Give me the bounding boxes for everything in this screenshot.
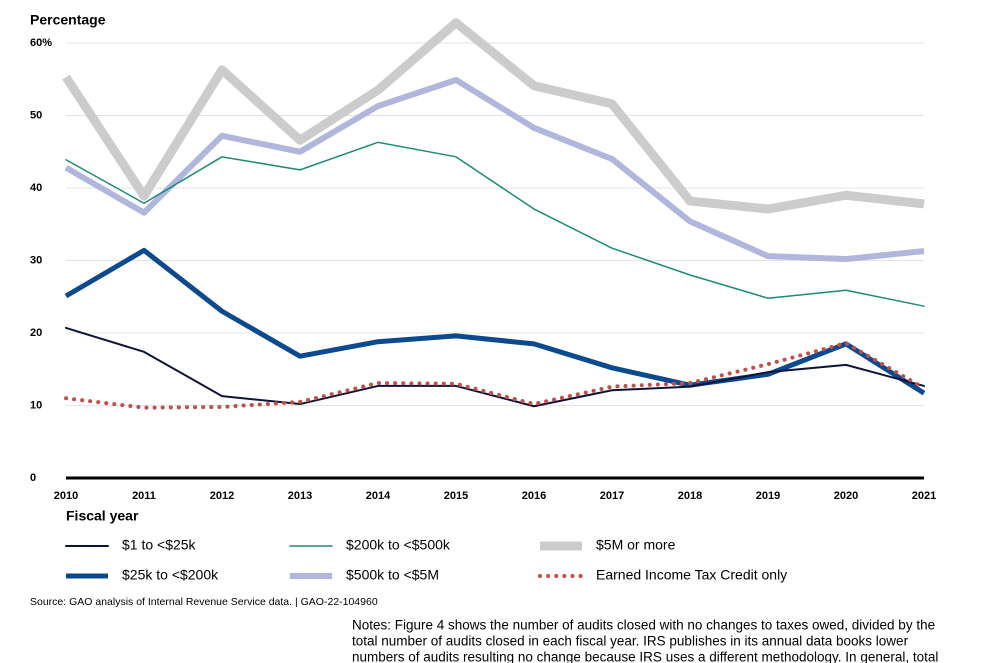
legend-label: $200k to <$500k (346, 537, 451, 553)
y-tick-label: 0 (30, 472, 36, 484)
x-tick-label: 2012 (210, 490, 234, 502)
series-line (65, 141, 925, 307)
legend-label: $5M or more (596, 537, 676, 553)
notes-line: numbers of audits resulting no change be… (352, 650, 938, 663)
y-tick-label: 30 (30, 254, 42, 266)
y-tick-label: 10 (30, 399, 42, 411)
y-axis-label: Percentage (30, 12, 106, 28)
notes-line: Notes: Figure 4 shows the number of audi… (352, 618, 935, 633)
x-tick-label: 2016 (522, 490, 546, 502)
x-tick-label: 2018 (678, 490, 702, 502)
y-tick-label: 20 (30, 327, 42, 339)
x-tick-label: 2013 (288, 490, 312, 502)
x-tick-label: 2015 (444, 490, 468, 502)
x-tick-label: 2020 (834, 490, 858, 502)
y-tick-label: 40 (30, 182, 42, 194)
x-tick-label: 2011 (132, 490, 156, 502)
x-tick-label: 2010 (54, 490, 78, 502)
series-line (64, 76, 925, 263)
notes-line: total number of audits closed in each fi… (352, 634, 909, 649)
y-tick-label: 60% (30, 37, 52, 49)
series-line (64, 341, 926, 410)
y-tick-label: 50 (30, 109, 42, 121)
series-line (65, 326, 925, 408)
x-axis-label: Fiscal year (66, 508, 139, 524)
series-line (64, 247, 926, 396)
legend-label: $500k to <$5M (346, 567, 439, 583)
legend-label: $25k to <$200k (122, 567, 219, 583)
legend-label: $1 to <$25k (122, 537, 197, 553)
x-tick-label: 2014 (366, 490, 391, 502)
series-line (62, 18, 925, 214)
x-tick-label: 2017 (600, 490, 624, 502)
x-tick-label: 2021 (912, 490, 936, 502)
x-tick-label: 2019 (756, 490, 780, 502)
source: Source: GAO analysis of Internal Revenue… (30, 596, 378, 608)
legend-label: Earned Income Tax Credit only (596, 567, 787, 583)
